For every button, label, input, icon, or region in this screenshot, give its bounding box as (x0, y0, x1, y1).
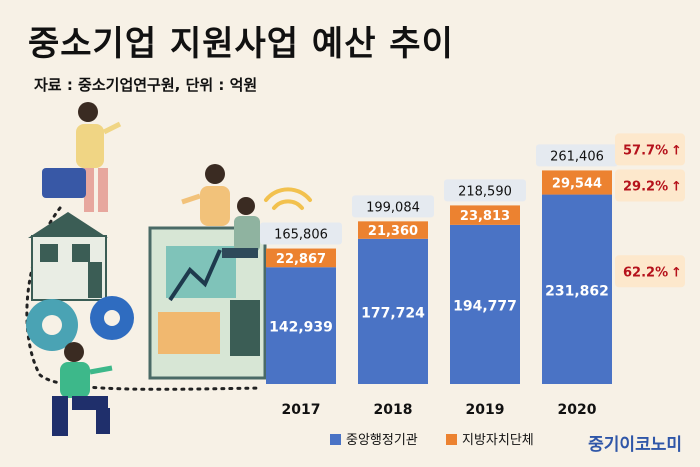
label-central-2017: 142,939 (269, 320, 333, 336)
bar-central-2020 (542, 194, 612, 384)
legend-label-central: 중앙행정기관 (346, 432, 418, 448)
callout-arrow-2: ↑ (671, 265, 682, 280)
total-badge-2018 (352, 195, 434, 218)
label-central-2020: 231,862 (545, 283, 609, 299)
legend-swatch-central (330, 434, 341, 445)
bar-local-2019 (450, 205, 520, 225)
page-title: 중소기업 지원사업 예산 추이 (28, 24, 454, 64)
callout-value-2: 62.2% (623, 265, 668, 280)
x-tick-2018: 2018 (374, 402, 413, 418)
callout-box-0 (615, 133, 685, 166)
label-total-2020: 261,406 (550, 149, 604, 164)
x-tick-2020: 2020 (558, 402, 597, 418)
label-total-2018: 199,084 (366, 200, 420, 215)
label-local-2017: 22,867 (276, 252, 326, 267)
callout-box-2 (615, 255, 685, 288)
label-total-2019: 218,590 (458, 184, 512, 199)
bar-central-2019 (450, 224, 520, 384)
source-note: 자료 : 중소기업연구원, 단위 : 억원 (34, 76, 258, 94)
label-local-2018: 21,360 (368, 224, 418, 239)
label-total-2017: 165,806 (274, 228, 328, 243)
bar-central-2017 (266, 267, 336, 384)
callout-arrow-1: ↑ (671, 180, 682, 195)
callout-box-1 (615, 169, 685, 202)
x-tick-2017: 2017 (282, 402, 321, 418)
bar-central-2018 (358, 238, 428, 384)
bar-local-2018 (358, 221, 428, 239)
wifi-icon (264, 187, 312, 210)
label-central-2018: 177,724 (361, 305, 425, 321)
label-local-2020: 29,544 (552, 177, 602, 192)
label-local-2019: 23,813 (460, 209, 510, 224)
brand-logo: 중기이코노미 (588, 435, 682, 455)
total-badge-2020 (536, 144, 618, 167)
callout-value-1: 29.2% (623, 180, 668, 195)
label-central-2019: 194,777 (453, 298, 517, 314)
total-badge-2017 (260, 222, 342, 245)
x-tick-2019: 2019 (466, 402, 505, 418)
person-with-laptop (222, 197, 260, 258)
legend-label-local: 지방자치단체 (462, 433, 534, 448)
legend-swatch-local (446, 434, 457, 445)
callout-arrow-0: ↑ (671, 143, 682, 158)
kneeling-person (52, 342, 113, 436)
total-badge-2019 (444, 179, 526, 202)
seated-person (181, 164, 230, 226)
person-with-briefcase (42, 102, 122, 212)
callout-value-0: 57.7% (623, 143, 668, 158)
gear-icon (26, 296, 134, 351)
bar-local-2020 (542, 170, 612, 195)
bar-local-2017 (266, 248, 336, 268)
house-icon (28, 212, 108, 301)
